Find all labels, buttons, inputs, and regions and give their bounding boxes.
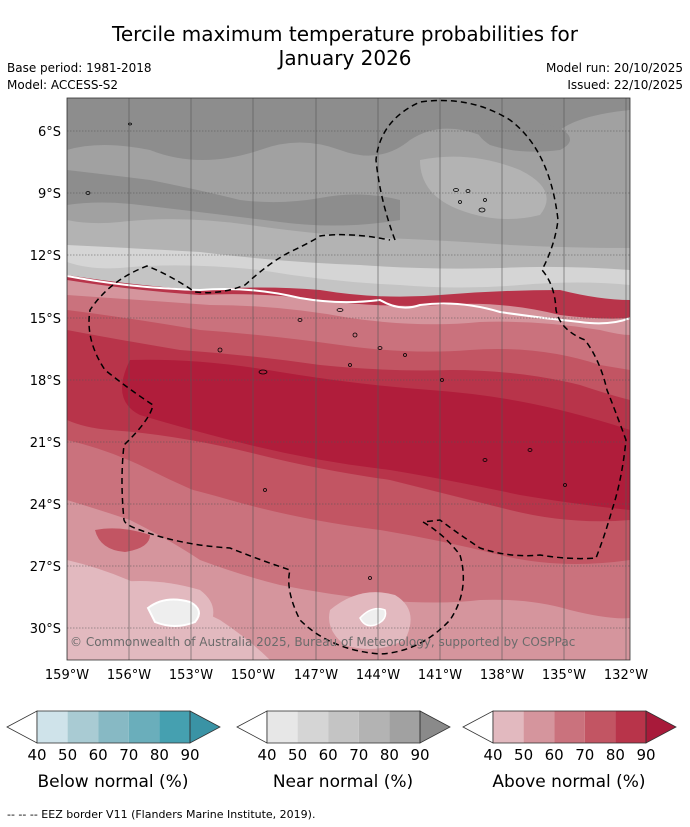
- tick: 60: [544, 746, 564, 764]
- colorbar-near-normal: [236, 710, 451, 744]
- tick: 40: [27, 746, 47, 764]
- latitude-labels: 6°S 9°S 12°S 15°S 18°S 21°S 24°S 27°S 30…: [30, 125, 61, 637]
- tick: 50: [58, 746, 78, 764]
- tick: 70: [575, 746, 595, 764]
- swatch: [493, 711, 524, 743]
- swatch: [389, 711, 420, 743]
- lon-label: 144°W: [356, 668, 400, 683]
- colorbar-above-normal: [462, 710, 677, 744]
- tick: 80: [605, 746, 625, 764]
- legend-above-normal: 40 50 60 70 80 90 Above normal (%): [456, 708, 686, 808]
- lon-label: 159°W: [45, 668, 89, 683]
- lon-label: 150°W: [231, 668, 275, 683]
- tick: 50: [514, 746, 534, 764]
- lat-label: 30°S: [30, 622, 61, 637]
- lat-label: 21°S: [30, 436, 61, 451]
- tick: 40: [483, 746, 503, 764]
- tick: 70: [349, 746, 369, 764]
- legend-below-normal: 40 50 60 70 80 90 Below normal (%): [0, 708, 230, 808]
- probability-field: © Commonwealth of Australia 2025, Bureau…: [67, 98, 630, 660]
- swatch: [615, 711, 646, 743]
- lon-label: 153°W: [169, 668, 213, 683]
- lon-label: 141°W: [418, 668, 462, 683]
- legend-near-normal: 40 50 60 70 80 90 Near normal (%): [230, 708, 460, 808]
- swatch: [128, 711, 160, 743]
- lon-label: 138°W: [480, 668, 524, 683]
- swatch: [584, 711, 616, 743]
- model-name: Model: ACCESS-S2: [7, 78, 119, 92]
- tick: 60: [88, 746, 108, 764]
- colorbar-below-normal: [6, 710, 221, 744]
- swatch: [358, 711, 390, 743]
- issued-date: Issued: 22/10/2025: [567, 78, 683, 92]
- tick: 70: [119, 746, 139, 764]
- tick: 80: [379, 746, 399, 764]
- lat-label: 9°S: [38, 187, 61, 202]
- legend-caption: Below normal (%): [37, 772, 189, 792]
- swatch: [554, 711, 585, 743]
- graticule: [67, 130, 630, 629]
- swatch: [67, 711, 99, 743]
- lon-label: 156°W: [107, 668, 151, 683]
- title-line-1: Tercile maximum temperature probabilitie…: [112, 22, 578, 46]
- lat-label: 18°S: [30, 374, 61, 389]
- meta-left: Base period: 1981-2018 Model: ACCESS-S2: [7, 60, 152, 94]
- tick: 40: [257, 746, 277, 764]
- tick: 80: [149, 746, 169, 764]
- lat-label: 12°S: [30, 249, 61, 264]
- swatch: [328, 711, 359, 743]
- tick: 90: [180, 746, 200, 764]
- base-period: Base period: 1981-2018: [7, 61, 152, 75]
- swatch: [297, 711, 329, 743]
- map-figure: © Commonwealth of Australia 2025, Bureau…: [30, 97, 648, 683]
- eez-border: [88, 99, 627, 655]
- title-line-2: January 2026: [278, 46, 412, 70]
- tick: 60: [318, 746, 338, 764]
- lon-label: 135°W: [542, 668, 586, 683]
- swatch: [37, 711, 68, 743]
- eez-footnote: -- -- -- EEZ border V11 (Flanders Marine…: [7, 808, 316, 821]
- lat-label: 15°S: [30, 312, 61, 327]
- legend-caption: Near normal (%): [272, 772, 414, 792]
- copyright-notice: © Commonwealth of Australia 2025, Bureau…: [70, 635, 575, 649]
- swatch: [523, 711, 555, 743]
- lat-label: 24°S: [30, 498, 61, 513]
- legend-caption: Above normal (%): [492, 772, 646, 792]
- lon-label: 147°W: [294, 668, 338, 683]
- swatch: [267, 711, 298, 743]
- meta-right: Model run: 20/10/2025 Issued: 22/10/2025: [546, 60, 683, 94]
- lat-label: 6°S: [38, 125, 61, 140]
- map-title: Tercile maximum temperature probabilitie…: [0, 22, 690, 70]
- swatch: [159, 711, 190, 743]
- tick: 90: [410, 746, 430, 764]
- longitude-labels: 159°W 156°W 153°W 150°W 147°W 144°W 141°…: [45, 668, 648, 683]
- tick: 50: [288, 746, 308, 764]
- lat-label: 27°S: [30, 560, 61, 575]
- model-run: Model run: 20/10/2025: [545, 61, 683, 75]
- swatch: [98, 711, 129, 743]
- lon-label: 132°W: [604, 668, 648, 683]
- islands: [85, 122, 567, 580]
- tick: 90: [636, 746, 656, 764]
